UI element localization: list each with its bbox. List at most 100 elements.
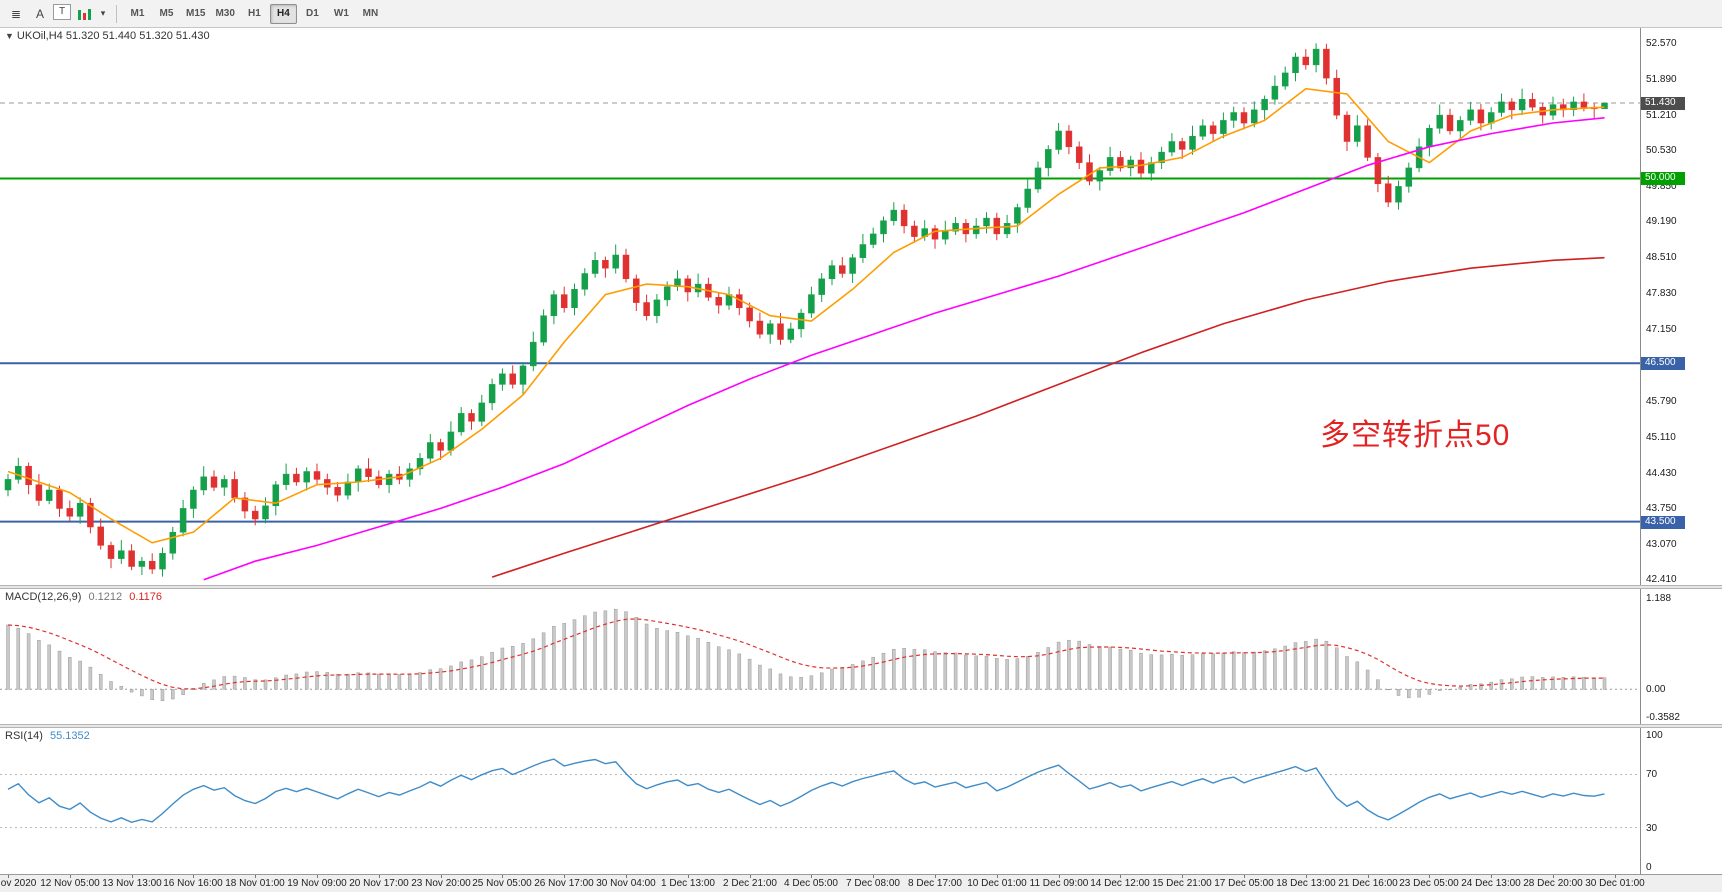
time-tick [255,875,256,878]
cursor-tool-icon[interactable]: A [35,6,44,21]
current-price-badge: 51.430 [1641,97,1685,110]
panel-splitter[interactable] [0,585,1722,589]
timeframe-m15[interactable]: M15 [186,8,206,19]
time-tick [626,875,627,878]
time-axis-label: 18 Dec 13:00 [1276,878,1336,889]
price-chart-canvas[interactable] [0,28,1640,585]
macd-panel[interactable]: MACD(12,26,9) 0.1212 0.1176 1.188 0.00 -0.… [0,589,1722,724]
candlestick-chart-icon[interactable] [73,4,95,24]
price-axis-label: 52.570 [1646,38,1677,49]
time-tick [750,875,751,878]
time-tick [1615,875,1616,878]
time-tick [502,875,503,878]
macd-axis-label: 0.00 [1646,684,1666,695]
price-axis[interactable]: 52.570 51.890 51.210 50.530 49.850 49.190 48.5… [1640,28,1722,585]
price-axis-label: 47.150 [1646,324,1677,335]
macd-canvas[interactable] [0,589,1640,724]
time-axis-label: 16 Nov 16:00 [163,878,223,889]
chart-header: ▼ UKOil,H4 51.320 51.440 51.320 51.430 [5,30,210,42]
macd-axis-label: -0.3582 [1646,712,1680,723]
time-axis-label: 17 Dec 05:00 [1214,878,1274,889]
time-axis-label: 7 Dec 08:00 [846,878,900,889]
rsi-panel[interactable]: RSI(14) 55.1352 100 70 30 0 [0,728,1722,874]
time-axis-label: 1 Dec 13:00 [661,878,715,889]
time-axis-label: 23 Dec 05:00 [1399,878,1459,889]
text-tool-icon[interactable]: T [53,3,71,20]
price-axis-label: 49.850 [1646,181,1677,192]
time-tick [1368,875,1369,878]
time-tick [70,875,71,878]
time-tick [1244,875,1245,878]
timeframe-m5[interactable]: M5 [159,8,174,19]
toolbar-icons: ≣ A T ▾ [4,3,110,24]
time-axis-label: 19 Nov 09:00 [287,878,347,889]
ma-fast-orange [7,87,1605,544]
time-tick [8,875,9,878]
time-axis-label: 15 Dec 21:00 [1152,878,1212,889]
timeframe-m1[interactable]: M1 [130,8,145,19]
chart-text-annotation[interactable]: 多空转折点50 [1320,419,1511,452]
time-tick [1429,875,1430,878]
collapse-arrow-icon[interactable]: ▼ [5,31,14,41]
toolbar-separator [116,4,117,23]
timeframe-buttons: M1 M5 M15 M30 H1 H4 D1 W1 MN [123,3,385,24]
rsi-label: RSI(14) 55.1352 [5,730,90,742]
rsi-canvas[interactable] [0,728,1640,874]
panel-splitter[interactable] [0,724,1722,728]
rsi-axis[interactable]: 100 70 30 0 [1640,728,1722,874]
time-tick [441,875,442,878]
timeframe-h1[interactable]: H1 [248,8,261,19]
ma-slow-red [491,256,1605,578]
time-tick [997,875,998,878]
macd-value-signal: 0.1176 [129,591,163,603]
time-axis-label: 18 Nov 01:00 [225,878,285,889]
price-axis-label: 42.410 [1646,574,1677,585]
timeframe-m30[interactable]: M30 [215,8,235,19]
price-axis-label: 50.530 [1646,145,1677,156]
time-tick [1182,875,1183,878]
time-axis-label: 30 Dec 01:00 [1585,878,1645,889]
timeframe-mn[interactable]: MN [362,8,379,19]
time-tick [317,875,318,878]
macd-signal-line [7,618,1605,690]
time-tick [564,875,565,878]
macd-label: MACD(12,26,9) 0.1212 0.1176 [5,591,163,603]
window-layout-icon[interactable]: ≣ [10,6,22,21]
blue-level-badge-1: 46.500 [1641,357,1685,370]
timeframe-d1[interactable]: D1 [306,8,319,19]
time-tick [873,875,874,878]
blue-level-badge-2: 43.500 [1641,516,1685,529]
ma-mid-magenta [203,117,1605,581]
price-axis-label: 51.210 [1646,110,1677,121]
timeframe-h4[interactable]: H4 [269,3,297,24]
time-tick [935,875,936,878]
time-axis-label: 11 Dec 09:00 [1029,878,1089,889]
rsi-axis-label: 100 [1646,730,1663,741]
time-tick [379,875,380,878]
time-axis-label: 20 Nov 17:00 [349,878,409,889]
time-axis-label: 26 Nov 17:00 [534,878,594,889]
time-axis-label: 30 Nov 04:00 [596,878,656,889]
price-axis-label: 49.190 [1646,216,1677,227]
macd-axis[interactable]: 1.188 0.00 -0.3582 [1640,589,1722,724]
time-axis-label: 25 Nov 05:00 [472,878,532,889]
price-axis-label: 43.070 [1646,539,1677,550]
time-axis-label: 13 Nov 13:00 [102,878,162,889]
price-axis-label: 44.430 [1646,468,1677,479]
time-tick [1120,875,1121,878]
timeframe-w1[interactable]: W1 [333,8,349,19]
chevron-down-icon[interactable]: ▾ [100,8,106,18]
rsi-axis-label: 30 [1646,823,1658,834]
time-tick [811,875,812,878]
time-axis-label: 10 Dec 01:00 [967,878,1027,889]
time-axis-label: 12 Nov 05:00 [40,878,100,889]
macd-axis-label: 1.188 [1646,593,1672,604]
time-axis-label: 4 Dec 05:00 [784,878,838,889]
time-axis-label: 14 Dec 12:00 [1090,878,1150,889]
toolbar: ≣ A T ▾ M1 M5 M15 M30 H1 H4 D1 W1 MN [0,0,1722,28]
time-axis-label: 28 Dec 20:00 [1523,878,1583,889]
price-chart-panel[interactable]: ▼ UKOil,H4 51.320 51.440 51.320 51.430 多空… [0,28,1722,585]
price-axis-label: 47.830 [1646,288,1677,299]
time-tick [688,875,689,878]
